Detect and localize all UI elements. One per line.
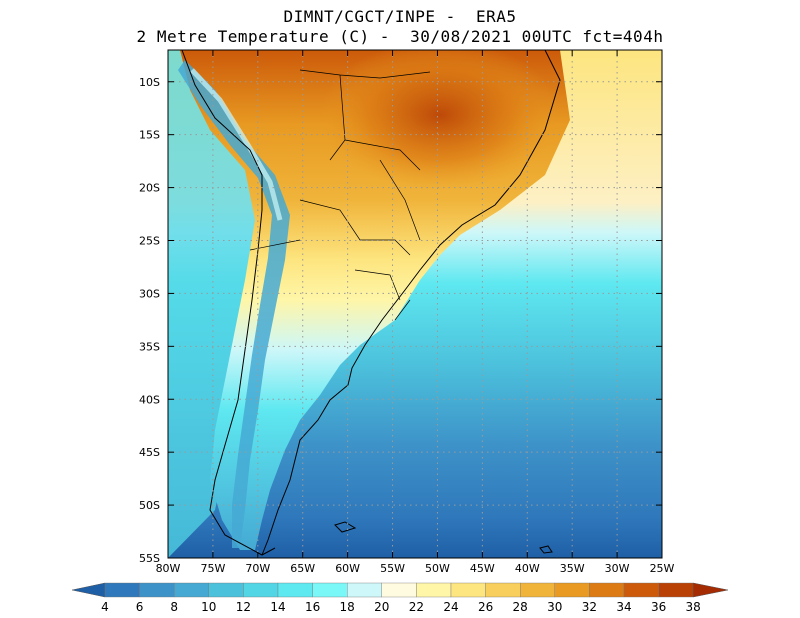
lon-label: 40W	[515, 562, 540, 575]
colorbar-swatch	[589, 582, 625, 598]
colorbar-label: 38	[686, 600, 701, 614]
lat-label: 30S	[139, 287, 160, 300]
atlantic-coastline	[261, 49, 561, 556]
lat-label: 45S	[139, 446, 160, 459]
chart-title-line-2: 2 Metre Temperature (C) - 30/08/2021 00U…	[136, 27, 664, 46]
colorbar-swatch	[243, 582, 279, 598]
colorbar-swatch	[554, 582, 590, 598]
colorbar-label: 6	[136, 600, 144, 614]
colorbar-label: 32	[582, 600, 597, 614]
lat-label: 55S	[139, 552, 160, 565]
graticule	[167, 50, 663, 559]
colorbar-swatch	[416, 582, 452, 598]
lon-label: 45W	[470, 562, 495, 575]
latitude-labels: 10S 15S 20S 25S 30S 35S 40S 45S 50S 55S	[139, 76, 160, 565]
colorbar-label: 22	[409, 600, 424, 614]
colorbar-label: 18	[340, 600, 355, 614]
colorbar-label: 14	[270, 600, 285, 614]
colorbar-min-arrow	[71, 582, 106, 598]
colorbar-label: 30	[547, 600, 562, 614]
chart-title-line-1: DIMNT/CGCT/INPE - ERA5	[283, 7, 517, 26]
lon-label: 55W	[380, 562, 405, 575]
colorbar-swatch	[104, 582, 140, 598]
lon-label: 60W	[335, 562, 360, 575]
lat-label: 25S	[139, 235, 160, 248]
longitude-labels: 80W 75W 70W 65W 60W 55W 50W 45W 40W 35W 30W 25W	[156, 562, 675, 575]
colorbar-label: 36	[651, 600, 666, 614]
colorbar-label: 4	[101, 600, 109, 614]
lat-label: 10S	[139, 76, 160, 89]
lon-label: 70W	[245, 562, 270, 575]
lat-label: 35S	[139, 340, 160, 353]
colorbar-swatch	[208, 582, 244, 598]
pacific-coastline	[181, 49, 276, 556]
colorbar-label: 16	[305, 600, 320, 614]
hot-core-region	[320, 50, 560, 190]
colorbar-swatch	[139, 582, 175, 598]
lon-label: 75W	[200, 562, 225, 575]
map-frame	[167, 49, 663, 559]
colorbar-max-arrow	[692, 582, 729, 598]
islands	[334, 521, 553, 554]
colorbar-label: 34	[616, 600, 631, 614]
colorbar-swatch	[450, 582, 486, 598]
colorbar: 4 6 8 10 12 14 16 18 20 22 24 26 28 30 32 34 36 38	[71, 582, 729, 614]
lon-label: 25W	[650, 562, 675, 575]
colorbar-swatch	[658, 582, 694, 598]
colorbar-label: 10	[201, 600, 216, 614]
lat-label: 50S	[139, 499, 160, 512]
andes-highland-ridge	[190, 68, 283, 221]
lat-label: 15S	[139, 129, 160, 142]
colorbar-swatch	[312, 582, 348, 598]
coastlines-and-borders	[181, 49, 561, 556]
colorbar-label: 24	[443, 600, 458, 614]
lon-label: 65W	[290, 562, 315, 575]
colorbar-swatch	[347, 582, 383, 598]
colorbar-swatch	[623, 582, 659, 598]
lon-label: 35W	[560, 562, 585, 575]
colorbar-label: 12	[236, 600, 251, 614]
colorbar-swatch	[520, 582, 556, 598]
pacific-cool-band	[168, 50, 265, 558]
lat-label: 40S	[139, 393, 160, 406]
country-borders	[249, 69, 431, 321]
colorbar-swatch	[173, 582, 209, 598]
colorbar-label: 8	[170, 600, 178, 614]
lon-label: 80W	[156, 562, 181, 575]
colorbar-swatch	[485, 582, 521, 598]
lon-label: 30W	[605, 562, 630, 575]
colorbar-label: 20	[374, 600, 389, 614]
colorbar-swatch	[381, 582, 417, 598]
lat-label: 20S	[139, 182, 160, 195]
colorbar-label: 26	[478, 600, 493, 614]
colorbar-label: 28	[513, 600, 528, 614]
lon-label: 50W	[425, 562, 450, 575]
colorbar-swatch	[277, 582, 313, 598]
